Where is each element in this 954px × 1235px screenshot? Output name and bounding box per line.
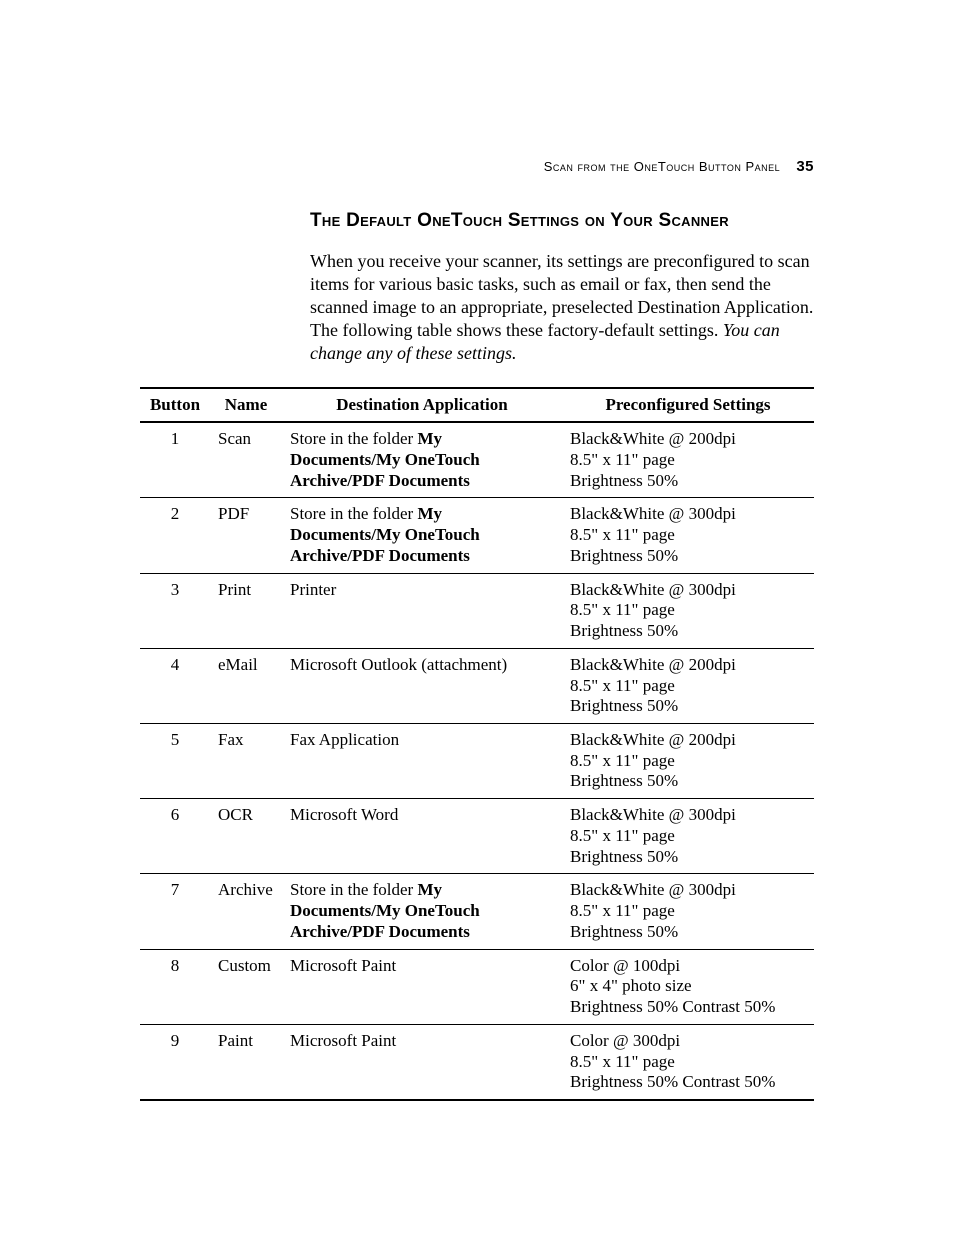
cell-destination: Printer bbox=[282, 573, 562, 648]
col-header-destination: Destination Application bbox=[282, 388, 562, 422]
table-row: 6OCR Microsoft Word Black&White @ 300dpi8.… bbox=[140, 799, 814, 874]
destination-text: Microsoft Word bbox=[290, 805, 398, 824]
col-header-preconfigured: Preconfigured Settings bbox=[562, 388, 814, 422]
cell-name: Print bbox=[210, 573, 282, 648]
table-header-row: Button Name Destination Application Prec… bbox=[140, 388, 814, 422]
cell-name: OCR bbox=[210, 799, 282, 874]
settings-line: Brightness 50% Contrast 50% bbox=[570, 997, 806, 1018]
table-row: 1ScanStore in the folder My Documents/My… bbox=[140, 422, 814, 498]
destination-text: Microsoft Outlook (attachment) bbox=[290, 655, 507, 674]
cell-button: 9 bbox=[140, 1024, 210, 1100]
settings-line: Black&White @ 300dpi bbox=[570, 580, 806, 601]
running-header: Scan from the OneTouch Button Panel 35 bbox=[544, 158, 814, 175]
settings-line: Black&White @ 300dpi bbox=[570, 805, 806, 826]
settings-line: Black&White @ 200dpi bbox=[570, 429, 806, 450]
table-row: 7ArchiveStore in the folder My Documents… bbox=[140, 874, 814, 949]
table-body: 1ScanStore in the folder My Documents/My… bbox=[140, 422, 814, 1100]
table-row: 3Print Printer Black&White @ 300dpi8.5" x … bbox=[140, 573, 814, 648]
table-row: 2PDFStore in the folder My Documents/My … bbox=[140, 498, 814, 573]
settings-line: 8.5" x 11" page bbox=[570, 600, 806, 621]
destination-text: Fax Application bbox=[290, 730, 399, 749]
cell-destination: Microsoft Paint bbox=[282, 949, 562, 1024]
cell-destination: Microsoft Outlook (attachment) bbox=[282, 648, 562, 723]
settings-line: Brightness 50% bbox=[570, 696, 806, 717]
settings-line: 6" x 4" photo size bbox=[570, 976, 806, 997]
settings-line: Black&White @ 300dpi bbox=[570, 880, 806, 901]
settings-line: Brightness 50% bbox=[570, 922, 806, 943]
destination-text: Store in the folder bbox=[290, 504, 417, 523]
table-row: 5Fax Fax Application Black&White @ 200dpi8… bbox=[140, 723, 814, 798]
cell-button: 3 bbox=[140, 573, 210, 648]
cell-name: Scan bbox=[210, 422, 282, 498]
cell-name: Paint bbox=[210, 1024, 282, 1100]
col-header-button: Button bbox=[140, 388, 210, 422]
cell-button: 2 bbox=[140, 498, 210, 573]
cell-button: 4 bbox=[140, 648, 210, 723]
col-header-name: Name bbox=[210, 388, 282, 422]
cell-name: eMail bbox=[210, 648, 282, 723]
cell-destination: Fax Application bbox=[282, 723, 562, 798]
table-row: 4eMail Microsoft Outlook (attachment) Blac… bbox=[140, 648, 814, 723]
settings-line: Brightness 50% bbox=[570, 471, 806, 492]
page-number: 35 bbox=[796, 158, 814, 175]
destination-text: Printer bbox=[290, 580, 336, 599]
cell-destination: Microsoft Word bbox=[282, 799, 562, 874]
settings-line: Brightness 50% bbox=[570, 771, 806, 792]
cell-settings: Black&White @ 300dpi8.5" x 11" pageBrigh… bbox=[562, 874, 814, 949]
cell-destination: Microsoft Paint bbox=[282, 1024, 562, 1100]
destination-text: Store in the folder bbox=[290, 880, 417, 899]
page: Scan from the OneTouch Button Panel 35 T… bbox=[0, 0, 954, 1235]
cell-button: 7 bbox=[140, 874, 210, 949]
settings-line: Black&White @ 300dpi bbox=[570, 504, 806, 525]
cell-settings: Color @ 300dpi8.5" x 11" pageBrightness … bbox=[562, 1024, 814, 1100]
settings-line: 8.5" x 11" page bbox=[570, 676, 806, 697]
settings-line: 8.5" x 11" page bbox=[570, 826, 806, 847]
settings-line: 8.5" x 11" page bbox=[570, 525, 806, 546]
cell-name: Archive bbox=[210, 874, 282, 949]
settings-line: Brightness 50% bbox=[570, 621, 806, 642]
destination-text: Microsoft Paint bbox=[290, 1031, 396, 1050]
cell-button: 6 bbox=[140, 799, 210, 874]
cell-button: 1 bbox=[140, 422, 210, 498]
cell-button: 5 bbox=[140, 723, 210, 798]
cell-settings: Black&White @ 300dpi8.5" x 11" pageBrigh… bbox=[562, 799, 814, 874]
settings-line: Color @ 300dpi bbox=[570, 1031, 806, 1052]
destination-text: Microsoft Paint bbox=[290, 956, 396, 975]
settings-line: Color @ 100dpi bbox=[570, 956, 806, 977]
settings-line: Brightness 50% bbox=[570, 546, 806, 567]
settings-line: Black&White @ 200dpi bbox=[570, 730, 806, 751]
cell-settings: Black&White @ 200dpi8.5" x 11" pageBrigh… bbox=[562, 723, 814, 798]
running-header-title: Scan from the OneTouch Button Panel bbox=[544, 159, 780, 174]
settings-table: Button Name Destination Application Prec… bbox=[140, 387, 814, 1101]
cell-name: PDF bbox=[210, 498, 282, 573]
cell-button: 8 bbox=[140, 949, 210, 1024]
cell-name: Custom bbox=[210, 949, 282, 1024]
section-heading: The Default OneTouch Settings on Your Sc… bbox=[310, 210, 814, 232]
cell-settings: Black&White @ 200dpi8.5" x 11" pageBrigh… bbox=[562, 648, 814, 723]
cell-destination: Store in the folder My Documents/My OneT… bbox=[282, 422, 562, 498]
settings-line: 8.5" x 11" page bbox=[570, 450, 806, 471]
cell-name: Fax bbox=[210, 723, 282, 798]
cell-settings: Black&White @ 300dpi8.5" x 11" pageBrigh… bbox=[562, 498, 814, 573]
cell-settings: Black&White @ 200dpi8.5" x 11" pageBrigh… bbox=[562, 422, 814, 498]
settings-line: 8.5" x 11" page bbox=[570, 901, 806, 922]
intro-paragraph: When you receive your scanner, its setti… bbox=[310, 250, 814, 365]
cell-destination: Store in the folder My Documents/My OneT… bbox=[282, 498, 562, 573]
settings-line: 8.5" x 11" page bbox=[570, 751, 806, 772]
table-row: 9Paint Microsoft Paint Color @ 300dpi8.5" … bbox=[140, 1024, 814, 1100]
settings-line: Brightness 50% Contrast 50% bbox=[570, 1072, 806, 1093]
destination-text: Store in the folder bbox=[290, 429, 417, 448]
settings-line: 8.5" x 11" page bbox=[570, 1052, 806, 1073]
cell-destination: Store in the folder My Documents/My OneT… bbox=[282, 874, 562, 949]
settings-line: Black&White @ 200dpi bbox=[570, 655, 806, 676]
table-row: 8Custom Microsoft Paint Color @ 100dpi6" x… bbox=[140, 949, 814, 1024]
cell-settings: Black&White @ 300dpi8.5" x 11" pageBrigh… bbox=[562, 573, 814, 648]
cell-settings: Color @ 100dpi6" x 4" photo sizeBrightne… bbox=[562, 949, 814, 1024]
settings-line: Brightness 50% bbox=[570, 847, 806, 868]
